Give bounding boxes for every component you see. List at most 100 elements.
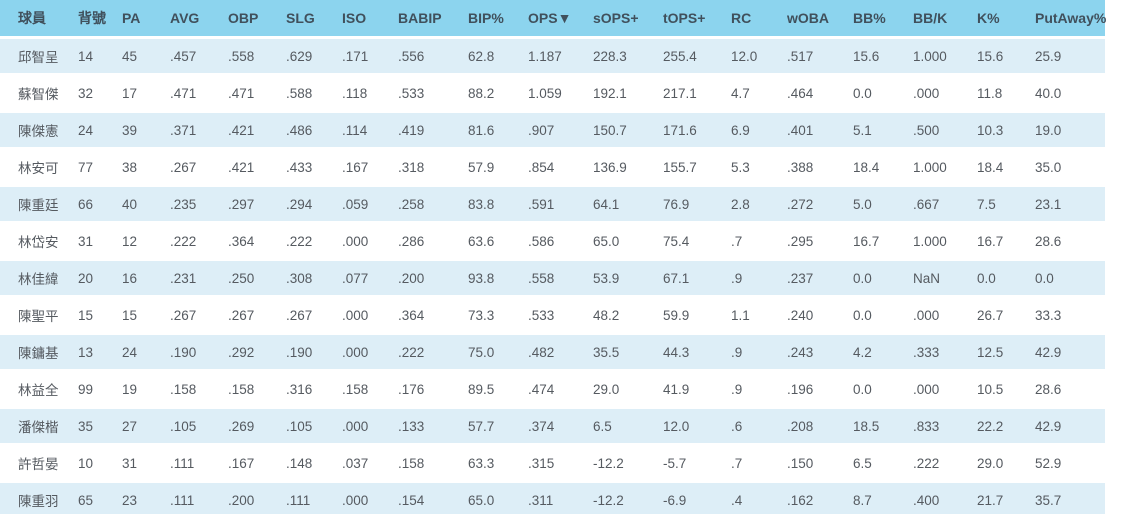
stat-cell-woba: .517 (787, 39, 853, 73)
stat-cell-number: 15 (78, 298, 122, 332)
player-name-cell: 林安可 (0, 150, 78, 184)
stat-cell-number: 99 (78, 372, 122, 406)
stat-cell-obp: .558 (228, 39, 286, 73)
stat-cell-rc: 5.3 (731, 150, 787, 184)
column-header-obp[interactable]: OBP (228, 0, 286, 36)
stat-cell-rc: 6.9 (731, 113, 787, 147)
stat-cell-iso: .167 (342, 150, 398, 184)
stat-cell-bb-k: .500 (913, 113, 977, 147)
stat-cell-obp: .292 (228, 335, 286, 369)
row-left-bleed (0, 150, 18, 184)
stat-cell-bip-pct: 57.7 (468, 409, 528, 443)
column-header-woba[interactable]: wOBA (787, 0, 853, 36)
stat-cell-babip: .154 (398, 483, 468, 514)
stat-cell-slg: .148 (286, 446, 342, 480)
player-name-cell: 林佳緯 (0, 261, 78, 295)
stat-cell-avg: .105 (170, 409, 228, 443)
stat-cell-ops: .591 (528, 187, 593, 221)
table-row: 潘傑楷 35 27.105.269.105.000.133 57.7.374 6.5 12… (0, 409, 1105, 443)
stat-cell-woba: .388 (787, 150, 853, 184)
player-name-cell: 林岱安 (0, 224, 78, 258)
column-header-player[interactable]: 球員 (0, 0, 78, 36)
stat-cell-avg: .235 (170, 187, 228, 221)
stat-cell-babip: .533 (398, 76, 468, 110)
stat-cell-k-pct: 16.7 (977, 224, 1035, 258)
stat-cell-rc: .6 (731, 409, 787, 443)
stat-cell-obp: .158 (228, 372, 286, 406)
stat-cell-iso: .059 (342, 187, 398, 221)
stat-cell-tops-plus: 155.7 (663, 150, 731, 184)
stat-cell-avg: .267 (170, 150, 228, 184)
stat-cell-k-pct: 26.7 (977, 298, 1035, 332)
column-header-number[interactable]: 背號 (78, 0, 122, 36)
stat-cell-avg: .190 (170, 335, 228, 369)
stat-cell-ops: .558 (528, 261, 593, 295)
stat-cell-tops-plus: -5.7 (663, 446, 731, 480)
stat-cell-bip-pct: 57.9 (468, 150, 528, 184)
stat-cell-bb-k: .000 (913, 76, 977, 110)
stat-cell-slg: .486 (286, 113, 342, 147)
stat-cell-woba: .162 (787, 483, 853, 514)
stat-cell-number: 20 (78, 261, 122, 295)
column-header-pa[interactable]: PA (122, 0, 170, 36)
stat-cell-bip-pct: 73.3 (468, 298, 528, 332)
column-header-ops[interactable]: OPS▼ (528, 0, 593, 36)
stat-cell-number: 65 (78, 483, 122, 514)
column-header-sops-plus[interactable]: sOPS+ (593, 0, 663, 36)
column-header-iso[interactable]: ISO (342, 0, 398, 36)
stat-cell-iso: .114 (342, 113, 398, 147)
row-left-bleed (0, 483, 18, 514)
stat-cell-ops: .374 (528, 409, 593, 443)
stat-cell-iso: .000 (342, 298, 398, 332)
stat-cell-number: 13 (78, 335, 122, 369)
column-header-putaway-pct[interactable]: PutAway% (1035, 0, 1106, 36)
column-header-babip[interactable]: BABIP (398, 0, 468, 36)
column-header-bip-pct[interactable]: BIP% (468, 0, 528, 36)
stat-cell-iso: .118 (342, 76, 398, 110)
stat-cell-babip: .176 (398, 372, 468, 406)
column-header-rc[interactable]: RC (731, 0, 787, 36)
stat-cell-putaway-pct: 19.0 (1035, 113, 1105, 147)
table-header-row: 球員 背號 PA AVG OBP SLG ISO BABIP BIP% OPS▼ sOPS+ tOPS… (0, 0, 1106, 36)
stat-cell-woba: .272 (787, 187, 853, 221)
table-row: 陳重廷 66 40.235.297.294.059.258 83.8.591 64.1 7… (0, 187, 1105, 221)
stat-cell-bb-k: 1.000 (913, 224, 977, 258)
stat-cell-tops-plus: 67.1 (663, 261, 731, 295)
stat-cell-ops: .854 (528, 150, 593, 184)
stat-cell-babip: .286 (398, 224, 468, 258)
stat-cell-putaway-pct: 42.9 (1035, 409, 1105, 443)
column-header-bb-pct[interactable]: BB% (853, 0, 913, 36)
table-row: 陳聖平 15 15.267.267.267.000.364 73.3.533 48.2 5… (0, 298, 1105, 332)
stat-cell-pa: 38 (122, 150, 170, 184)
stat-cell-k-pct: 21.7 (977, 483, 1035, 514)
stat-cell-pa: 16 (122, 261, 170, 295)
stat-cell-bb-k: .400 (913, 483, 977, 514)
column-header-k-pct[interactable]: K% (977, 0, 1035, 36)
stat-cell-putaway-pct: 35.7 (1035, 483, 1105, 514)
column-header-tops-plus[interactable]: tOPS+ (663, 0, 731, 36)
stat-cell-number: 77 (78, 150, 122, 184)
player-name-cell: 許哲晏 (0, 446, 78, 480)
stat-cell-avg: .471 (170, 76, 228, 110)
column-header-slg[interactable]: SLG (286, 0, 342, 36)
column-header-bb-k[interactable]: BB/K (913, 0, 977, 36)
stat-cell-bip-pct: 89.5 (468, 372, 528, 406)
stat-cell-bb-k: .000 (913, 298, 977, 332)
stat-cell-obp: .421 (228, 150, 286, 184)
stat-cell-k-pct: 11.8 (977, 76, 1035, 110)
stat-cell-tops-plus: -6.9 (663, 483, 731, 514)
stat-cell-bip-pct: 81.6 (468, 113, 528, 147)
stat-cell-rc: .9 (731, 372, 787, 406)
stat-cell-pa: 12 (122, 224, 170, 258)
stat-cell-woba: .237 (787, 261, 853, 295)
stat-cell-sops-plus: -12.2 (593, 446, 663, 480)
column-header-avg[interactable]: AVG (170, 0, 228, 36)
stat-cell-slg: .105 (286, 409, 342, 443)
stat-cell-avg: .457 (170, 39, 228, 73)
stat-cell-k-pct: 18.4 (977, 150, 1035, 184)
stat-cell-obp: .297 (228, 187, 286, 221)
stat-cell-slg: .267 (286, 298, 342, 332)
stat-cell-bb-pct: 18.5 (853, 409, 913, 443)
stat-cell-avg: .231 (170, 261, 228, 295)
